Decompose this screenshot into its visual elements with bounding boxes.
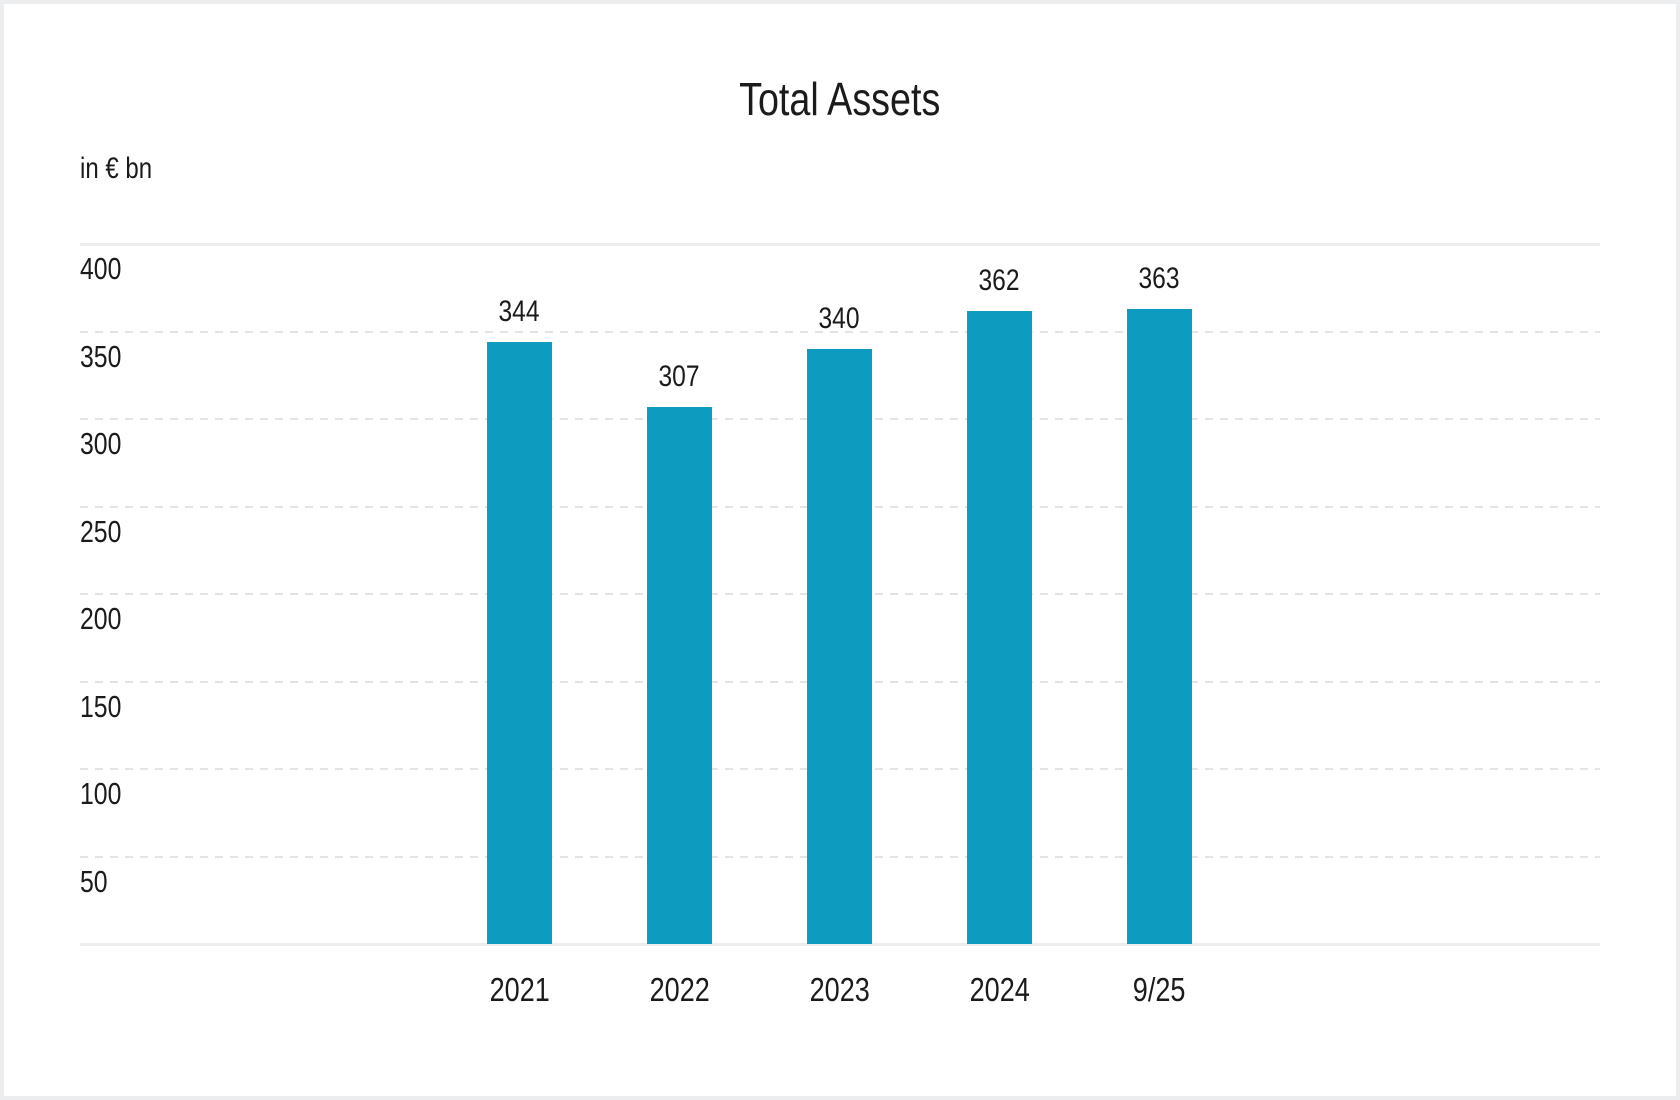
bar-value-text: 363: [1138, 261, 1181, 295]
category-text: 2024: [969, 971, 1030, 1008]
bar-value-text: 340: [818, 302, 861, 335]
bar-value-text: 362: [978, 263, 1021, 297]
chart-title: Total Assets: [80, 76, 1600, 122]
bar-value-label: 307: [610, 359, 750, 393]
category-label: 2023: [770, 973, 910, 1006]
category-text: 2021: [489, 971, 550, 1008]
y-tick-label: 250: [80, 516, 132, 547]
bar-value-label: 362: [930, 263, 1070, 297]
y-tick-label: 200: [80, 603, 132, 634]
y-axis-unit-label: in € bn: [80, 154, 170, 184]
bar-value-label: 344: [450, 297, 590, 327]
y-tick-text: 150: [80, 688, 122, 724]
y-tick-text: 100: [80, 776, 122, 811]
bar-value-label: 340: [770, 304, 910, 334]
y-tick-label: 400: [80, 253, 132, 284]
bar-9/25: [1127, 308, 1192, 944]
gridline-400: [80, 243, 1600, 246]
category-label: 2024: [930, 973, 1070, 1006]
bar-value-text: 307: [658, 359, 701, 393]
y-tick-label: 350: [80, 341, 132, 372]
bar-2021: [487, 342, 552, 944]
category-text: 2023: [809, 971, 870, 1008]
y-tick-label: 100: [80, 778, 132, 809]
category-text: 2022: [649, 971, 710, 1008]
y-tick-text: 50: [80, 863, 108, 899]
x-axis-line: [80, 943, 1600, 946]
y-tick-label: 50: [80, 866, 114, 897]
category-label: 2021: [450, 973, 590, 1006]
bar-2022: [647, 406, 712, 944]
bar-value-text: 344: [498, 295, 541, 328]
bar-2024: [967, 310, 1032, 944]
category-label: 9/25: [1090, 973, 1230, 1006]
category-label: 2022: [610, 973, 750, 1006]
y-tick-text: 300: [80, 426, 122, 461]
y-tick-text: 200: [80, 601, 122, 636]
y-tick-label: 300: [80, 428, 132, 459]
y-tick-label: 150: [80, 691, 132, 722]
bar-value-label: 363: [1090, 261, 1230, 295]
gridline-350: [80, 330, 1600, 333]
chart-title-text: Total Assets: [739, 73, 941, 125]
y-tick-text: 350: [80, 338, 122, 374]
y-tick-text: 400: [80, 251, 122, 286]
category-text: 9/25: [1133, 971, 1186, 1008]
bar-2023: [807, 349, 872, 944]
y-tick-text: 250: [80, 513, 122, 549]
y-axis-unit-text: in € bn: [80, 152, 153, 185]
